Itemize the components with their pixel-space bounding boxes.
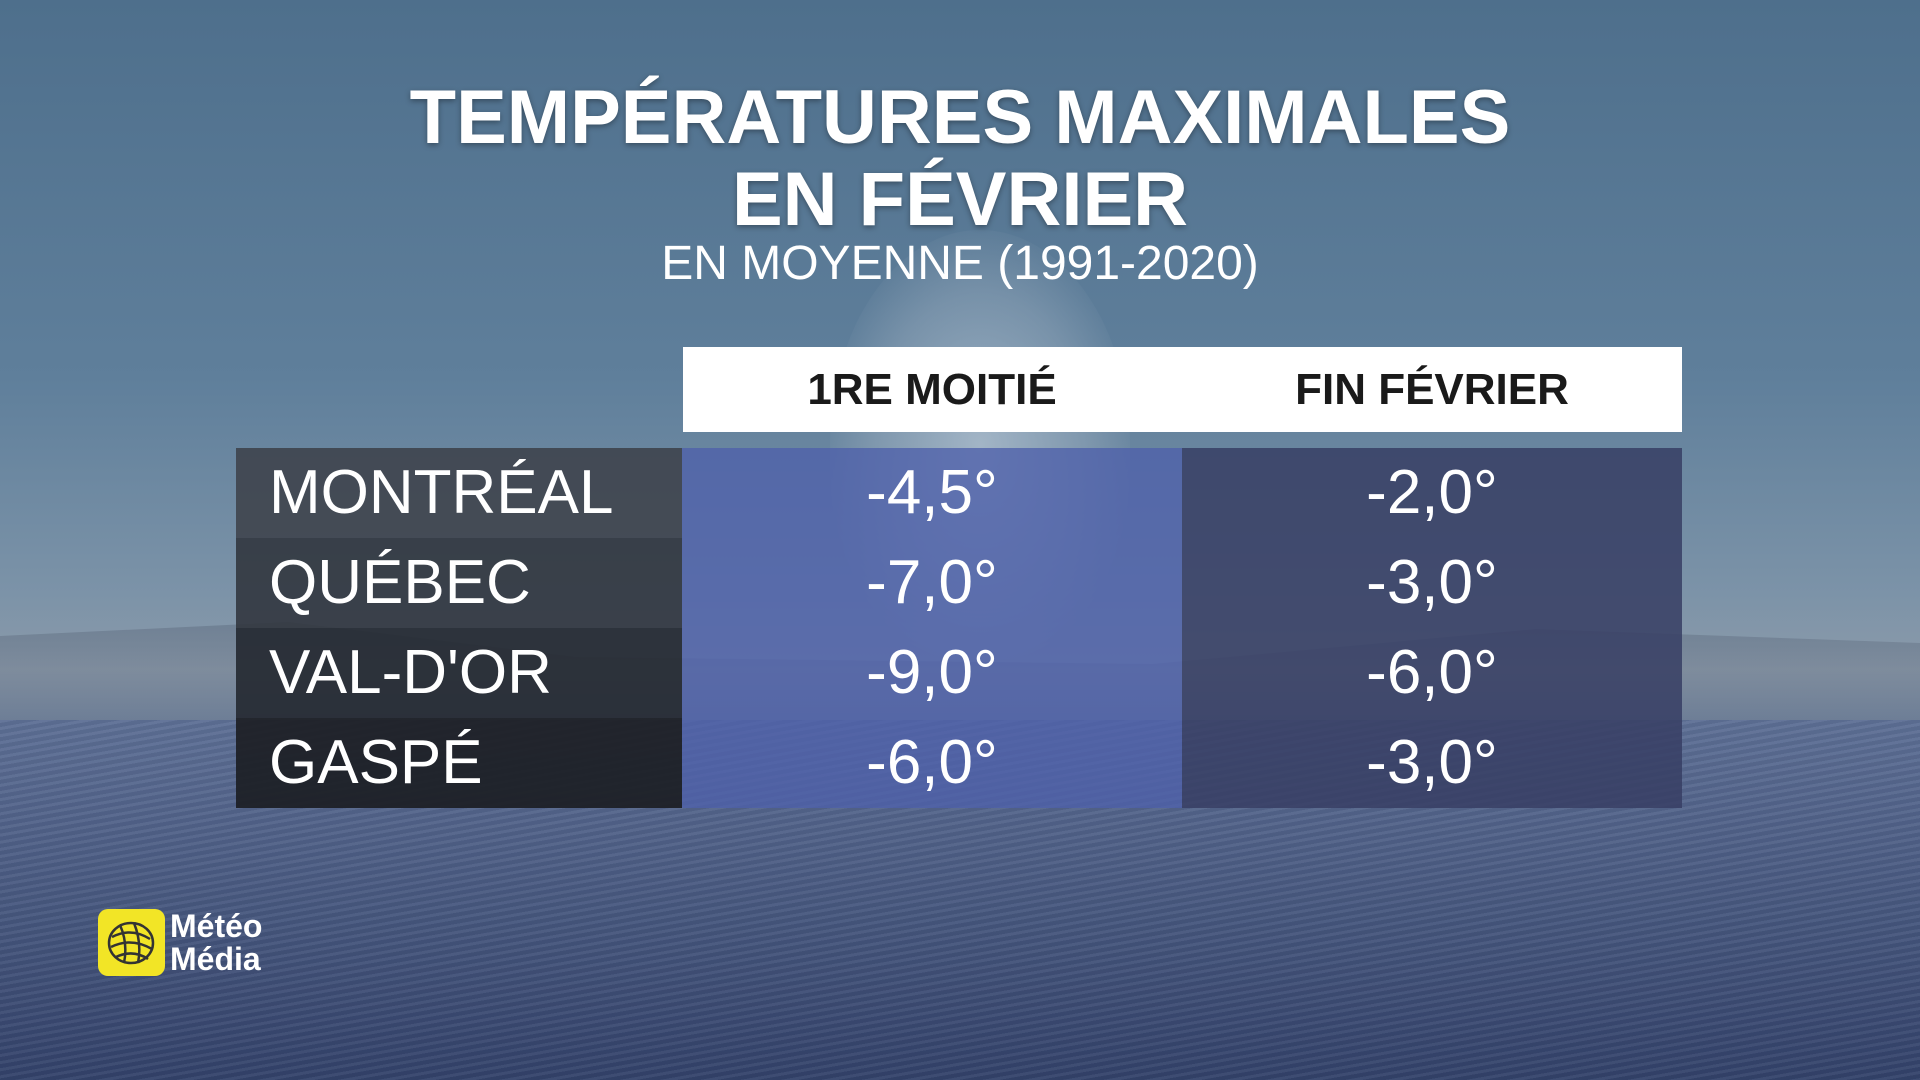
column-header: 1RE MOITIÉ [807,365,1057,414]
table-cell: -6,0° [682,718,1182,808]
title-line: EN FÉVRIER [731,157,1189,242]
table-cell: -4,5° [682,448,1182,538]
logo-text: Météo [170,908,263,944]
row-label: MONTRÉAL [236,448,682,538]
logo-icon [98,909,165,976]
subtitle: EN MOYENNE (1991-2020) [661,237,1259,290]
table-header-background [683,347,1682,432]
row-label: GASPÉ [236,718,682,808]
table-cell: -9,0° [682,628,1182,718]
row-label: VAL-D'OR [236,628,682,718]
table-cell: -2,0° [1182,448,1682,538]
title-line: TEMPÉRATURES MAXIMALES [409,75,1511,160]
column-header: FIN FÉVRIER [1295,365,1569,414]
table-cell: -7,0° [682,538,1182,628]
table-cell: -3,0° [1182,718,1682,808]
table-cell: -3,0° [1182,538,1682,628]
table-cell: -6,0° [1182,628,1682,718]
row-label: QUÉBEC [236,538,682,628]
logo-text: Média [170,941,261,977]
